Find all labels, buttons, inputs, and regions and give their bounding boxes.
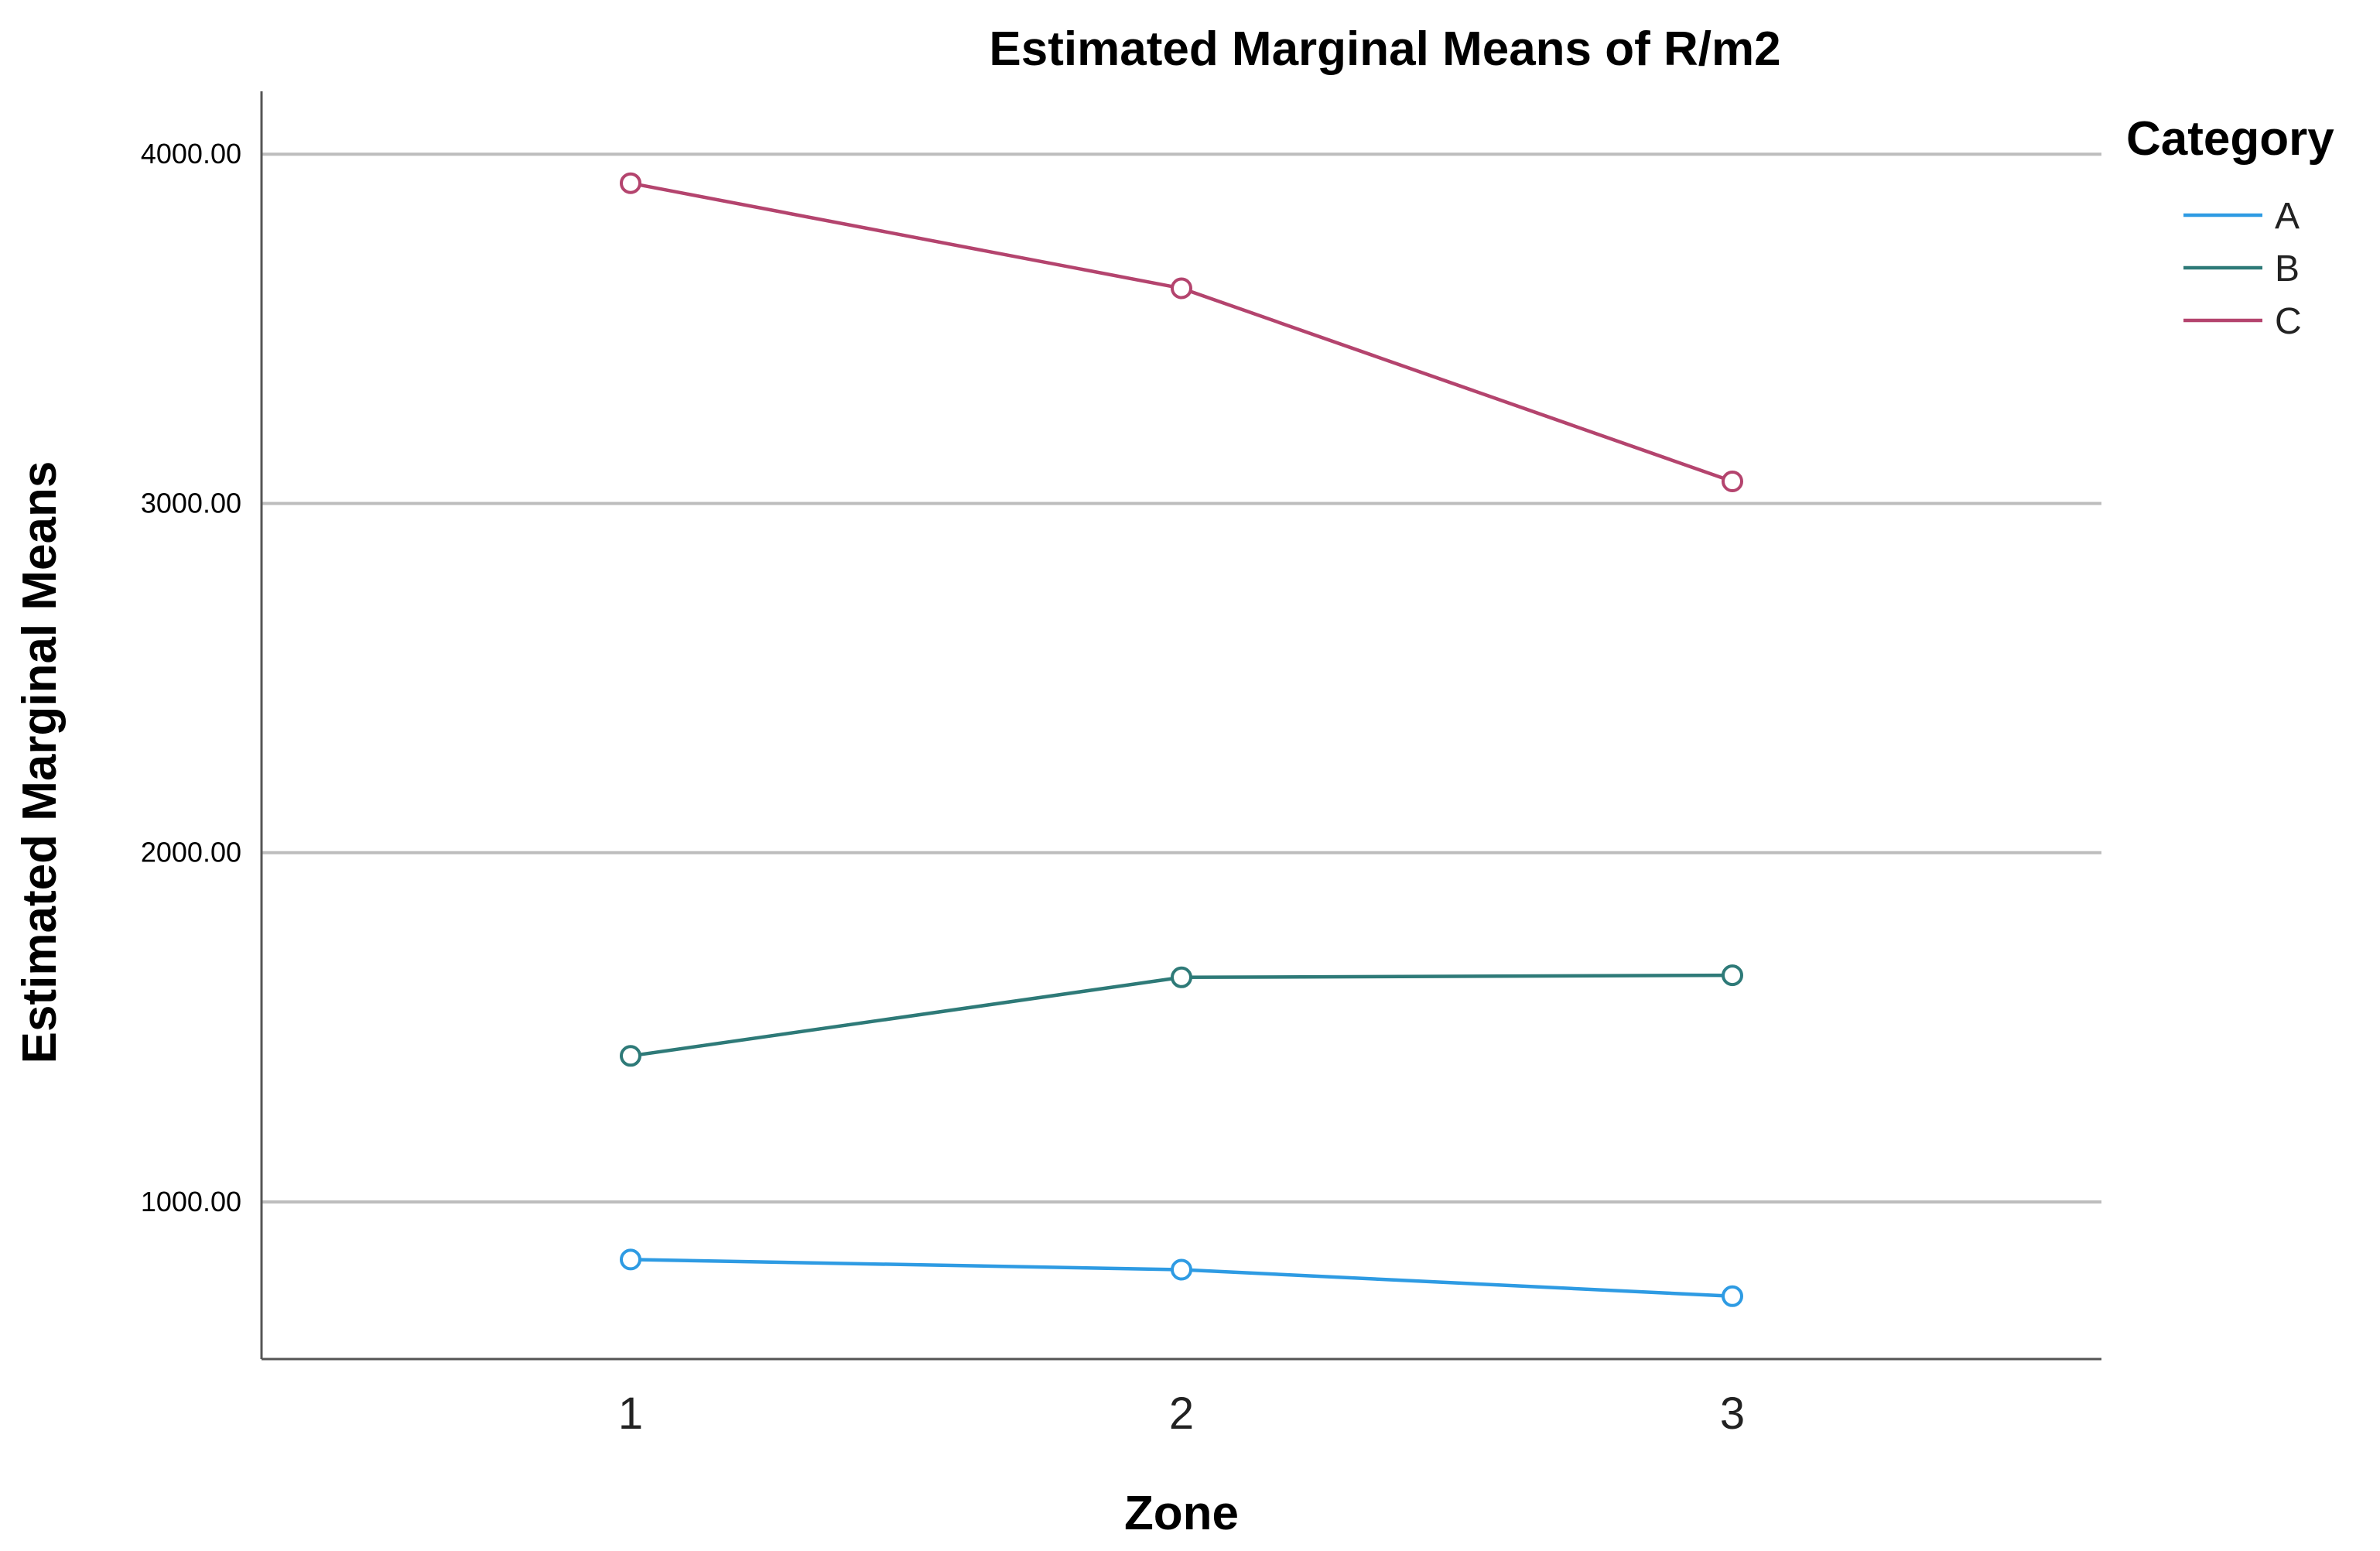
y-tick-label: 2000.00 [141, 837, 241, 868]
x-tick-labels: 1 2 3 [618, 1388, 1745, 1439]
legend-label-c: C [2275, 301, 2302, 342]
x-tick-label: 2 [1169, 1388, 1194, 1439]
y-tick-label: 4000.00 [141, 138, 241, 169]
y-tick-label: 3000.00 [141, 487, 241, 519]
y-tick-labels: 1000.00 2000.00 3000.00 4000.00 [141, 138, 241, 1217]
legend: Category ABC [2126, 112, 2334, 342]
series-line-c [630, 181, 1733, 484]
legend-label-a: A [2275, 196, 2300, 237]
data-point-c [1171, 277, 1192, 300]
data-point-b [1722, 964, 1743, 987]
legend-label-b: B [2275, 248, 2300, 289]
y-axis-title: Estimated Marginal Means [13, 461, 67, 1064]
series [620, 172, 1743, 1307]
axes [260, 91, 2101, 1361]
x-tick-label: 1 [618, 1388, 643, 1439]
x-axis-title: Zone [1124, 1487, 1239, 1540]
data-point-a [1171, 1258, 1192, 1281]
legend-title: Category [2126, 112, 2334, 166]
chart-title: Estimated Marginal Means of R/m2 [989, 22, 1780, 76]
y-tick-label: 1000.00 [141, 1186, 241, 1217]
data-point-a [1722, 1285, 1743, 1307]
data-point-b [620, 1045, 641, 1067]
grid-lines [262, 152, 2101, 1203]
data-point-c [620, 172, 641, 194]
data-point-a [620, 1248, 641, 1271]
data-point-c [1722, 471, 1743, 492]
data-point-b [1171, 966, 1192, 988]
x-tick-label: 3 [1720, 1388, 1745, 1439]
